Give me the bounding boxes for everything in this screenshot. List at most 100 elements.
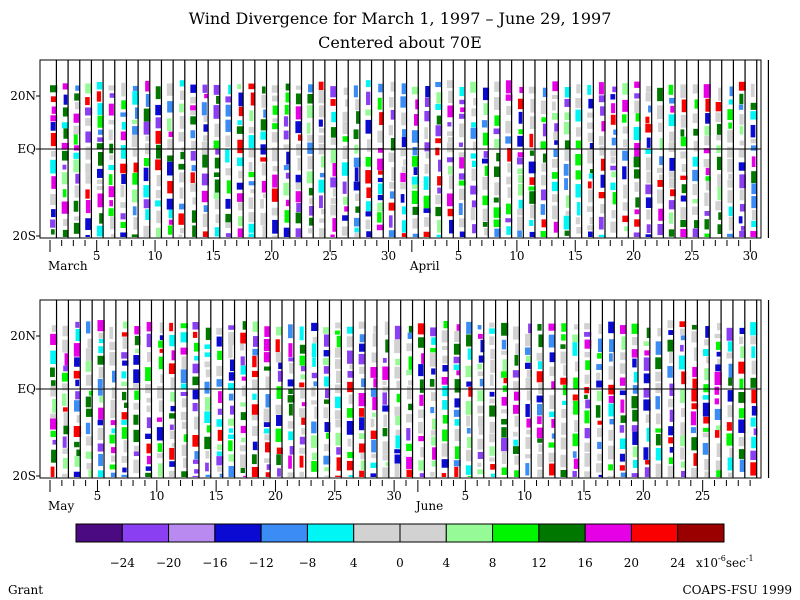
field-cell xyxy=(739,189,744,201)
field-cell xyxy=(342,111,348,122)
field-cell xyxy=(608,366,614,380)
field-cell xyxy=(73,200,79,212)
field-cell xyxy=(552,205,558,220)
field-cell xyxy=(192,376,200,386)
field-cell xyxy=(122,467,127,473)
field-cell xyxy=(418,460,425,471)
field-cell xyxy=(406,414,414,423)
field-cell xyxy=(680,219,687,228)
field-cell xyxy=(131,234,139,237)
field-cell xyxy=(179,90,185,100)
field-cell xyxy=(108,129,113,141)
field-cell xyxy=(75,329,82,342)
field-cell xyxy=(717,224,722,235)
field-cell xyxy=(109,93,115,98)
field-cell xyxy=(597,453,603,461)
field-cell xyxy=(97,137,104,142)
field-cell xyxy=(143,199,151,209)
field-cell xyxy=(306,171,314,184)
field-cell xyxy=(133,445,140,451)
field-cell xyxy=(645,148,653,154)
field-cell xyxy=(299,408,307,418)
field-cell xyxy=(598,474,603,477)
field-cell xyxy=(336,447,341,455)
field-cell xyxy=(750,124,756,138)
field-cell xyxy=(705,98,710,112)
field-cell xyxy=(407,332,412,339)
field-cell xyxy=(133,355,141,365)
field-cell xyxy=(573,377,579,390)
field-cell xyxy=(727,405,734,418)
field-cell xyxy=(635,197,640,208)
field-cell xyxy=(537,469,543,477)
field-cell xyxy=(248,212,256,223)
field-cell xyxy=(312,336,318,344)
field-cell xyxy=(216,456,224,466)
field-cell xyxy=(436,92,443,104)
field-cell xyxy=(596,390,604,401)
field-cell xyxy=(584,387,590,394)
field-cell xyxy=(516,157,524,165)
field-cell xyxy=(634,142,640,157)
field-cell xyxy=(411,156,419,167)
field-cell xyxy=(453,364,461,370)
field-cell xyxy=(382,441,390,455)
field-cell xyxy=(238,92,244,107)
field-cell xyxy=(171,350,176,361)
field-cell xyxy=(655,413,661,425)
field-cell xyxy=(610,182,616,191)
field-cell xyxy=(430,327,437,337)
field-cell xyxy=(263,109,268,118)
field-cell xyxy=(359,334,366,343)
field-cell xyxy=(166,198,174,210)
field-cell xyxy=(750,145,758,151)
field-cell xyxy=(431,430,437,436)
field-cell xyxy=(484,228,489,236)
field-cell xyxy=(548,452,556,463)
field-cell xyxy=(365,219,371,230)
field-cell xyxy=(632,409,639,422)
field-cell xyxy=(693,140,699,152)
field-cell xyxy=(272,235,278,237)
field-cell xyxy=(657,87,663,102)
field-cell xyxy=(442,400,448,410)
field-cell xyxy=(143,167,149,182)
field-cell xyxy=(342,215,349,221)
field-cell xyxy=(371,439,376,453)
field-cell xyxy=(751,346,756,358)
field-cell xyxy=(120,145,127,159)
field-cell xyxy=(346,336,354,348)
field-cell xyxy=(132,172,138,185)
field-cell xyxy=(494,139,500,148)
field-cell xyxy=(680,344,684,352)
field-cell xyxy=(714,386,720,395)
field-cell xyxy=(609,418,614,425)
field-cell xyxy=(529,150,535,156)
field-cell xyxy=(728,99,734,105)
field-cell xyxy=(739,336,744,345)
field-cell xyxy=(251,466,260,477)
field-cell xyxy=(133,451,140,457)
field-cell xyxy=(435,147,440,156)
colorbar-label: −12 xyxy=(248,556,273,570)
field-cell xyxy=(265,394,271,408)
colorbar-swatch xyxy=(168,523,216,543)
field-cell xyxy=(584,471,591,477)
field-cell xyxy=(501,451,506,464)
field-cell xyxy=(470,207,476,221)
field-cell xyxy=(541,219,547,228)
field-cell xyxy=(365,109,373,116)
field-cell xyxy=(111,370,116,383)
field-cell xyxy=(704,192,709,207)
field-cell xyxy=(467,475,473,477)
field-cell xyxy=(276,414,282,426)
y-tick-label: EQ xyxy=(17,142,36,156)
field-cell xyxy=(324,399,330,404)
field-cell xyxy=(378,147,383,153)
field-cell xyxy=(324,376,330,387)
field-cell xyxy=(669,157,676,171)
field-cell xyxy=(347,381,353,393)
field-cell xyxy=(133,459,141,474)
field-cell xyxy=(714,430,720,438)
field-cell xyxy=(215,148,220,155)
